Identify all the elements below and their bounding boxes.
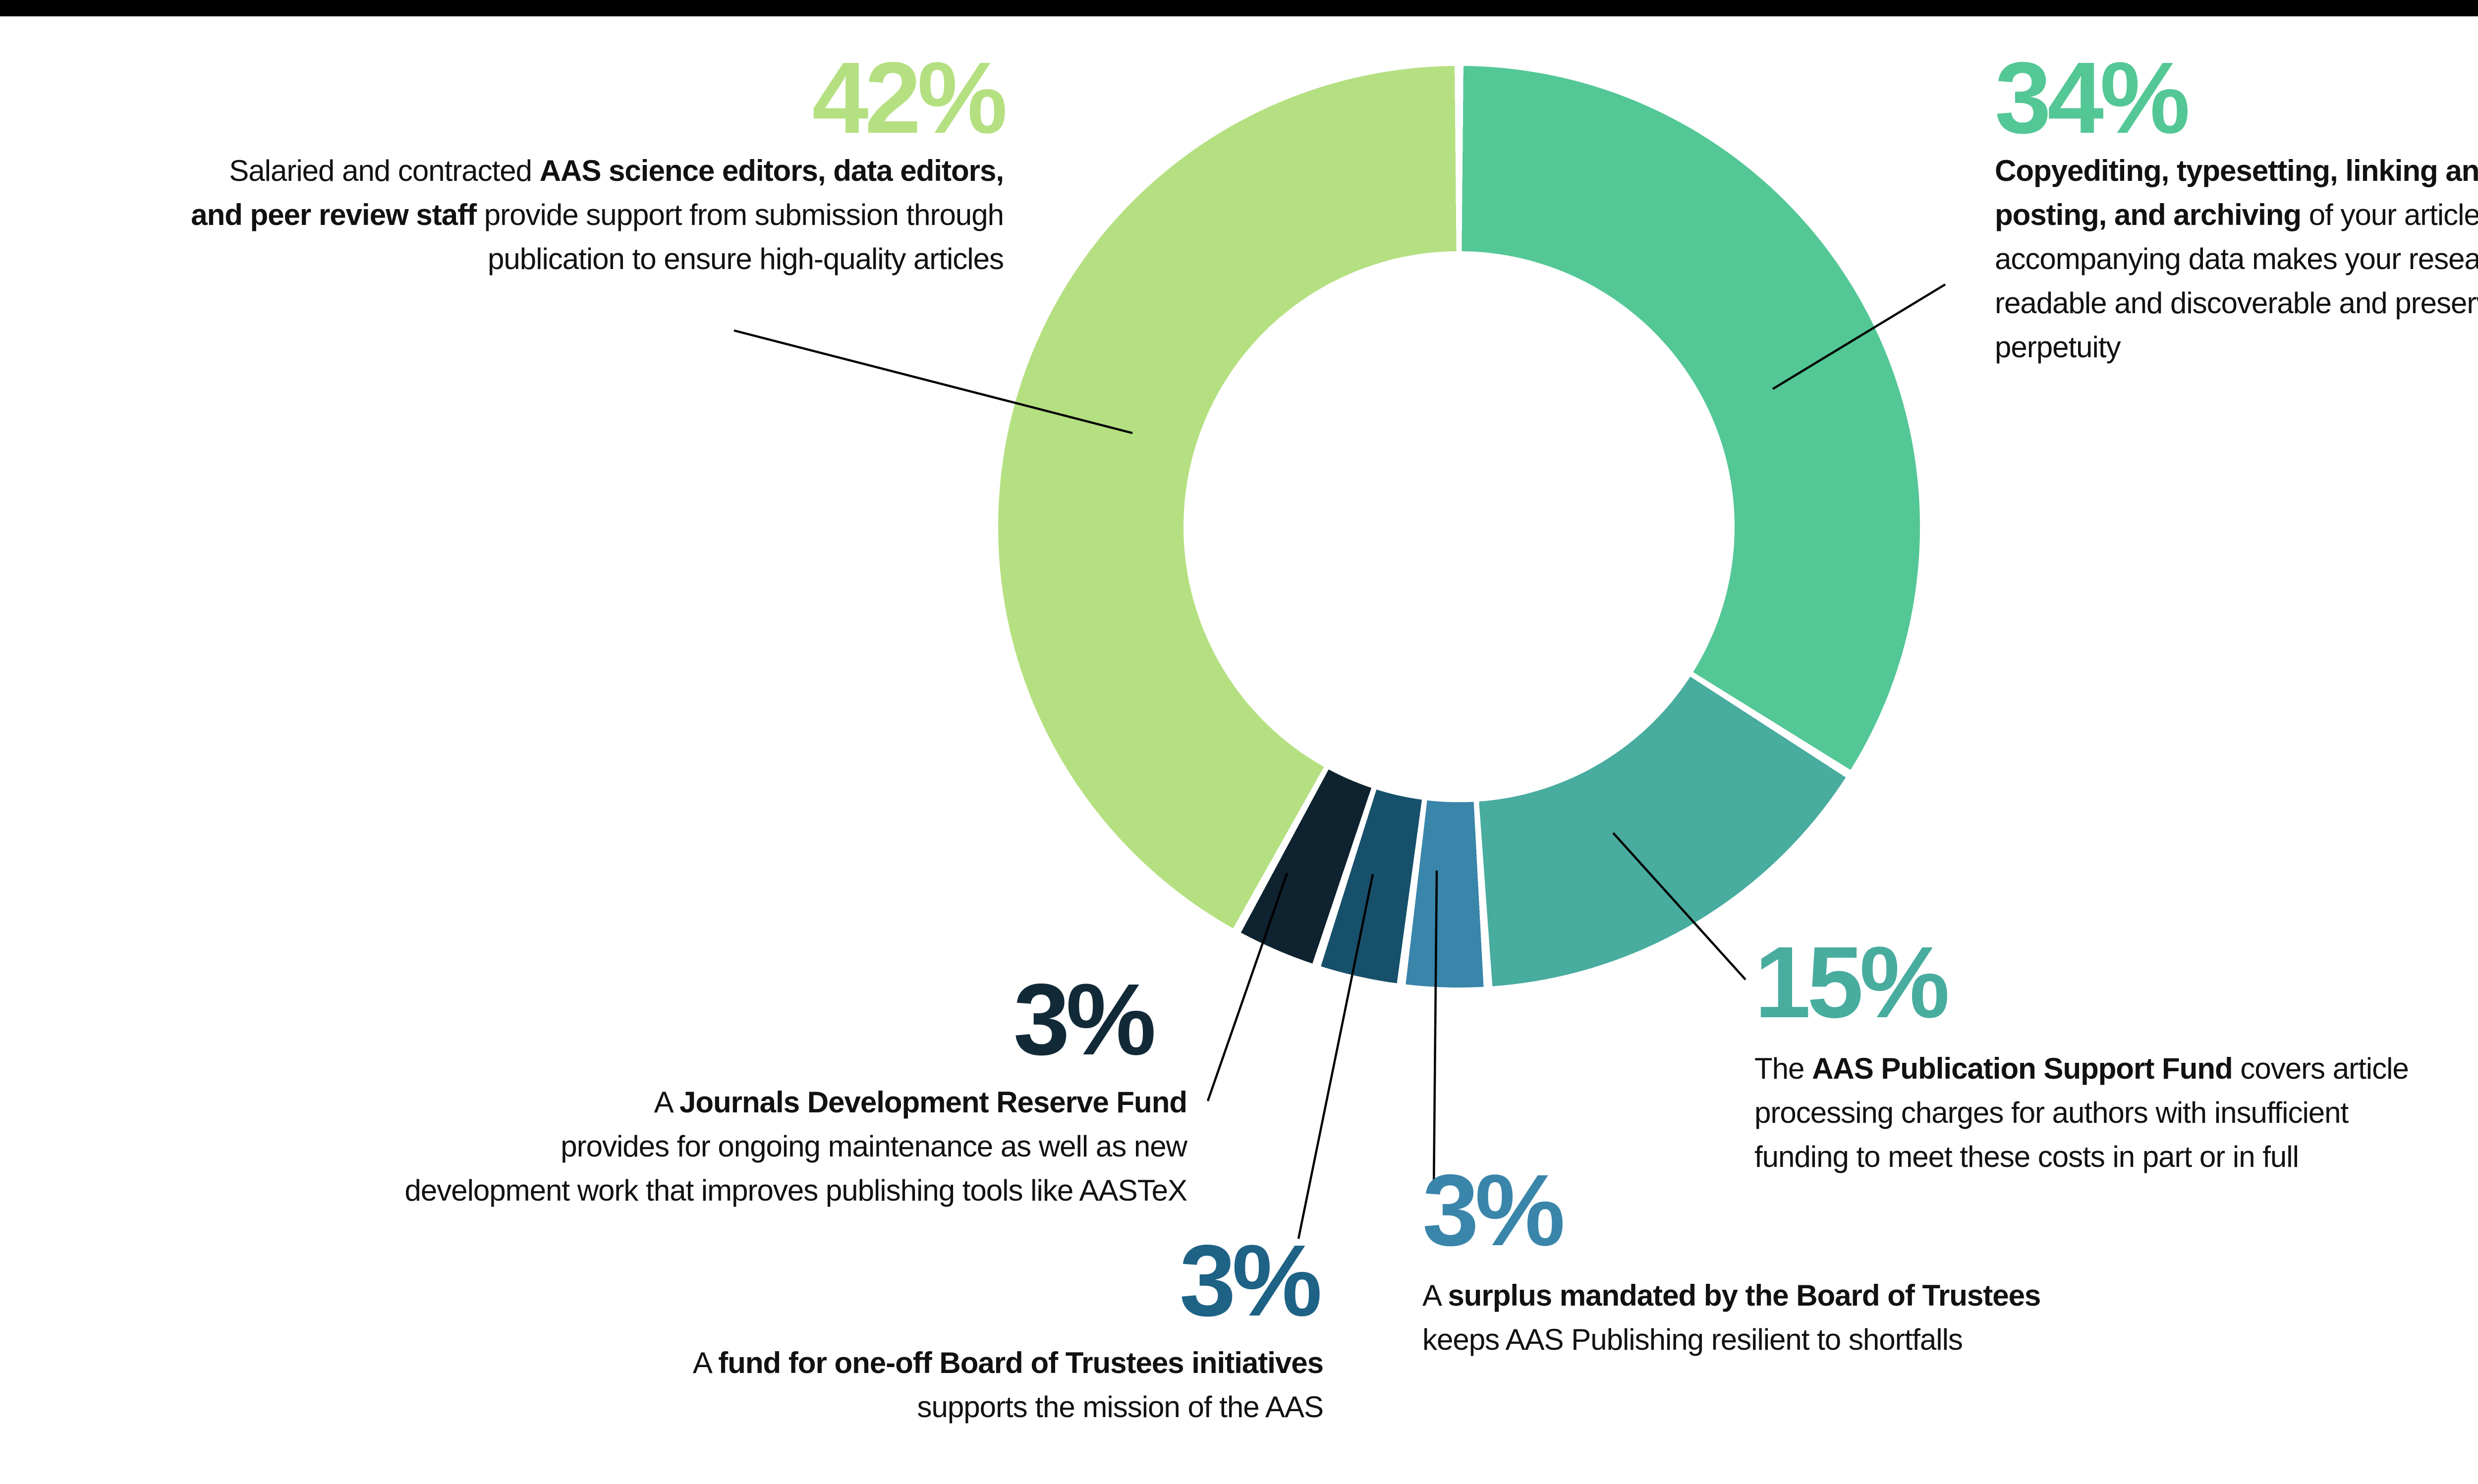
annotation-line: funding to meet these costs in part or i… <box>1754 1140 2299 1173</box>
annotation-line: accompanying data makes your research mo… <box>1995 242 2478 275</box>
annotation-15: The AAS Publication Support Fund covers … <box>1754 1046 2478 1179</box>
annotation-line: processing charges for authors with insu… <box>1754 1096 2349 1129</box>
annotation-line: The AAS Publication Support Fund covers … <box>1754 1052 2409 1085</box>
annotation-3-navy: A Journals Development Reserve Fund provi… <box>278 1080 1187 1212</box>
annotation-line: publication to ensure high-quality artic… <box>488 242 1004 275</box>
annotation-line: readable and discoverable and preserves … <box>1995 286 2478 320</box>
leader-line-3-navy <box>1206 873 1289 1101</box>
annotation-line: development work that improves publishin… <box>404 1174 1187 1207</box>
pct-label-15: 15% <box>1754 926 1950 1039</box>
annotation-34: Copyediting, typesetting, linking and ta… <box>1995 149 2478 369</box>
annotation-42: Salaried and contracted AAS science edit… <box>151 149 1004 281</box>
top-black-bar <box>0 0 2478 16</box>
leader-line-3-blue <box>1432 870 1438 1190</box>
annotation-line: Salaried and contracted AAS science edit… <box>229 154 1004 187</box>
annotation-3-darkblue: A fund for one-off Board of Trustees ini… <box>545 1341 1324 1429</box>
annotation-line: A surplus mandated by the Board of Trust… <box>1422 1279 2041 1312</box>
leader-line-15 <box>1612 832 1746 981</box>
annotation-line: A fund for one-off Board of Trustees ini… <box>692 1346 1324 1379</box>
annotation-line: posting, and archiving of your article a… <box>1995 198 2478 231</box>
annotation-line: perpetuity <box>1995 330 2121 364</box>
annotation-line: provides for ongoing maintenance as well… <box>561 1130 1187 1163</box>
annotation-3-blue: A surplus mandated by the Board of Trust… <box>1422 1273 2215 1362</box>
pct-label-3-blue: 3% <box>1422 1154 1565 1267</box>
pct-label-3-darkblue: 3% <box>1179 1224 1322 1337</box>
annotation-line: Copyediting, typesetting, linking and ta… <box>1995 154 2478 187</box>
annotation-line: keeps AAS Publishing resilient to shortf… <box>1422 1323 1963 1356</box>
donut-hole <box>1183 251 1735 802</box>
pct-label-34: 34% <box>1995 41 2190 155</box>
pct-label-3-navy: 3% <box>1013 963 1156 1076</box>
leader-line-3-darkblue <box>1297 874 1374 1239</box>
annotation-line: supports the mission of the AAS <box>917 1390 1324 1424</box>
annotation-line: and peer review staff provide support fr… <box>191 198 1004 231</box>
annotation-line: A Journals Development Reserve Fund <box>654 1086 1187 1119</box>
pct-label-42: 42% <box>812 41 1008 155</box>
leader-line-34 <box>1772 283 1946 390</box>
leader-line-42 <box>733 329 1133 435</box>
